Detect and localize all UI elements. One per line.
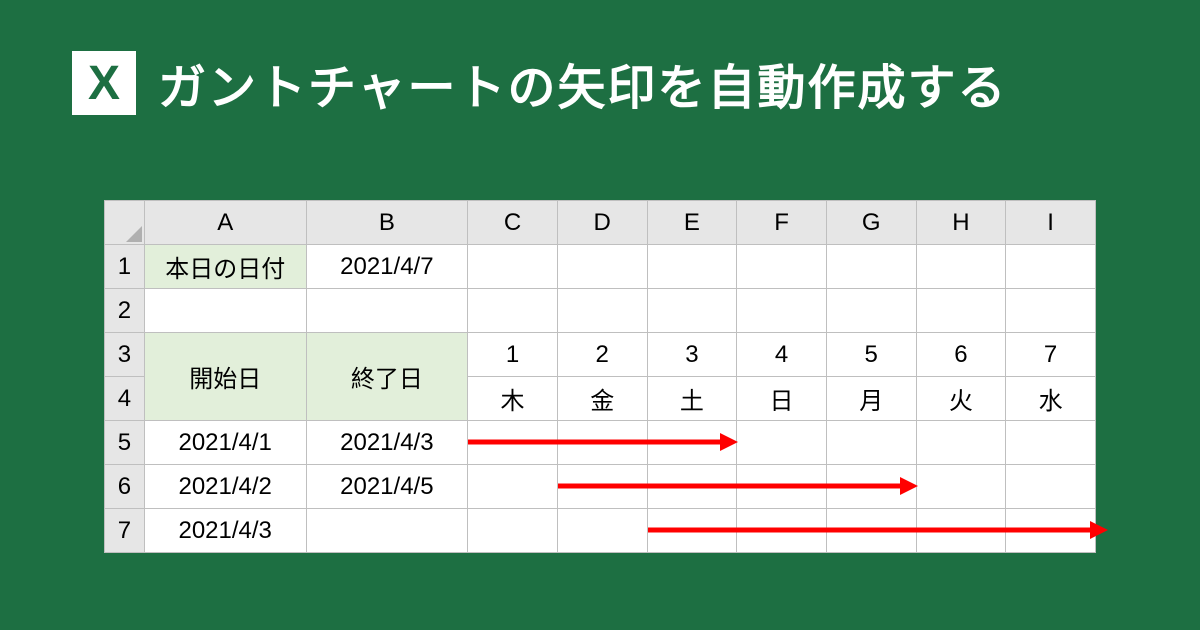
excel-logo-letter: X <box>88 56 120 111</box>
row-2: 2 <box>105 289 1096 333</box>
cell-H7[interactable] <box>916 509 1006 553</box>
cell-C6[interactable] <box>468 465 558 509</box>
row-7: 7 2021/4/3 <box>105 509 1096 553</box>
cell-B2[interactable] <box>306 289 468 333</box>
cell-I5[interactable] <box>1006 421 1096 465</box>
cell-H4[interactable]: 火 <box>916 377 1006 421</box>
cell-G3[interactable]: 5 <box>826 333 916 377</box>
cell-D5[interactable] <box>557 421 647 465</box>
cell-F7[interactable] <box>737 509 827 553</box>
cell-B1[interactable]: 2021/4/7 <box>306 245 468 289</box>
row-3: 3 開始日 終了日 1 2 3 4 5 6 7 <box>105 333 1096 377</box>
cell-B6[interactable]: 2021/4/5 <box>306 465 468 509</box>
spreadsheet-container: A B C D E F G H I 1 本日の日付 2021/4/7 2 <box>104 200 1096 553</box>
cell-H2[interactable] <box>916 289 1006 333</box>
row-6: 6 2021/4/2 2021/4/5 <box>105 465 1096 509</box>
col-header-E[interactable]: E <box>647 201 737 245</box>
row-header-4[interactable]: 4 <box>105 377 145 421</box>
row-5: 5 2021/4/1 2021/4/3 <box>105 421 1096 465</box>
cell-A7[interactable]: 2021/4/3 <box>144 509 306 553</box>
row-header-5[interactable]: 5 <box>105 421 145 465</box>
col-header-D[interactable]: D <box>557 201 647 245</box>
cell-B5[interactable]: 2021/4/3 <box>306 421 468 465</box>
row-header-7[interactable]: 7 <box>105 509 145 553</box>
excel-logo-icon: X <box>72 51 136 115</box>
col-header-G[interactable]: G <box>826 201 916 245</box>
cell-G2[interactable] <box>826 289 916 333</box>
cell-C4[interactable]: 木 <box>468 377 558 421</box>
cell-I2[interactable] <box>1006 289 1096 333</box>
cell-H6[interactable] <box>916 465 1006 509</box>
cell-D1[interactable] <box>557 245 647 289</box>
cell-E5[interactable] <box>647 421 737 465</box>
cell-F2[interactable] <box>737 289 827 333</box>
cell-A5[interactable]: 2021/4/1 <box>144 421 306 465</box>
select-all-corner[interactable] <box>105 201 145 245</box>
col-header-A[interactable]: A <box>144 201 306 245</box>
cell-H1[interactable] <box>916 245 1006 289</box>
cell-E1[interactable] <box>647 245 737 289</box>
cell-F3[interactable]: 4 <box>737 333 827 377</box>
cell-E2[interactable] <box>647 289 737 333</box>
cell-D6[interactable] <box>557 465 647 509</box>
cell-C1[interactable] <box>468 245 558 289</box>
cell-D4[interactable]: 金 <box>557 377 647 421</box>
row-header-2[interactable]: 2 <box>105 289 145 333</box>
cell-G7[interactable] <box>826 509 916 553</box>
cell-I4[interactable]: 水 <box>1006 377 1096 421</box>
cell-F6[interactable] <box>737 465 827 509</box>
cell-I6[interactable] <box>1006 465 1096 509</box>
cell-A3[interactable]: 開始日 <box>144 333 306 421</box>
col-header-C[interactable]: C <box>468 201 558 245</box>
cell-G4[interactable]: 月 <box>826 377 916 421</box>
cell-H3[interactable]: 6 <box>916 333 1006 377</box>
cell-E3[interactable]: 3 <box>647 333 737 377</box>
cell-A1[interactable]: 本日の日付 <box>144 245 306 289</box>
spreadsheet[interactable]: A B C D E F G H I 1 本日の日付 2021/4/7 2 <box>104 200 1096 553</box>
cell-C7[interactable] <box>468 509 558 553</box>
cell-G5[interactable] <box>826 421 916 465</box>
cell-E7[interactable] <box>647 509 737 553</box>
row-1: 1 本日の日付 2021/4/7 <box>105 245 1096 289</box>
cell-F1[interactable] <box>737 245 827 289</box>
cell-B7[interactable] <box>306 509 468 553</box>
cell-F5[interactable] <box>737 421 827 465</box>
cell-D7[interactable] <box>557 509 647 553</box>
cell-E4[interactable]: 土 <box>647 377 737 421</box>
cell-D3[interactable]: 2 <box>557 333 647 377</box>
cell-I1[interactable] <box>1006 245 1096 289</box>
col-header-F[interactable]: F <box>737 201 827 245</box>
cell-H5[interactable] <box>916 421 1006 465</box>
cell-E6[interactable] <box>647 465 737 509</box>
cell-I3[interactable]: 7 <box>1006 333 1096 377</box>
cell-A6[interactable]: 2021/4/2 <box>144 465 306 509</box>
cell-C2[interactable] <box>468 289 558 333</box>
row-header-3[interactable]: 3 <box>105 333 145 377</box>
page-title: ガントチャートの矢印を自動作成する <box>158 48 1008 118</box>
cell-F4[interactable]: 日 <box>737 377 827 421</box>
column-header-row: A B C D E F G H I <box>105 201 1096 245</box>
cell-G1[interactable] <box>826 245 916 289</box>
header: X ガントチャートの矢印を自動作成する <box>0 0 1200 118</box>
cell-G6[interactable] <box>826 465 916 509</box>
cell-I7[interactable] <box>1006 509 1096 553</box>
cell-A2[interactable] <box>144 289 306 333</box>
cell-C3[interactable]: 1 <box>468 333 558 377</box>
cell-B3[interactable]: 終了日 <box>306 333 468 421</box>
col-header-H[interactable]: H <box>916 201 1006 245</box>
col-header-B[interactable]: B <box>306 201 468 245</box>
col-header-I[interactable]: I <box>1006 201 1096 245</box>
cell-C5[interactable] <box>468 421 558 465</box>
row-header-6[interactable]: 6 <box>105 465 145 509</box>
cell-D2[interactable] <box>557 289 647 333</box>
row-header-1[interactable]: 1 <box>105 245 145 289</box>
